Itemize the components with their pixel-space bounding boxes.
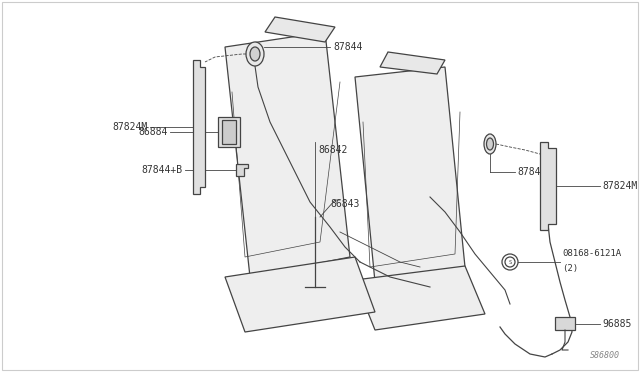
Polygon shape	[555, 317, 575, 330]
Polygon shape	[540, 142, 556, 230]
Polygon shape	[193, 60, 205, 194]
Polygon shape	[218, 117, 240, 147]
Text: 87844+B: 87844+B	[142, 165, 183, 175]
Text: 96885: 96885	[602, 319, 632, 329]
Text: 87824M: 87824M	[113, 122, 148, 132]
Polygon shape	[380, 52, 445, 74]
Ellipse shape	[250, 47, 260, 61]
Text: (2): (2)	[562, 264, 578, 273]
Text: 87844: 87844	[517, 167, 547, 177]
Circle shape	[502, 254, 518, 270]
Circle shape	[505, 257, 515, 267]
Polygon shape	[355, 266, 485, 330]
Polygon shape	[225, 32, 350, 277]
Polygon shape	[225, 257, 375, 332]
Text: S86800: S86800	[590, 351, 620, 360]
Text: 08168-6121A: 08168-6121A	[562, 250, 621, 259]
Text: 87824M: 87824M	[602, 181, 637, 191]
Text: 86842: 86842	[318, 145, 348, 155]
Ellipse shape	[484, 134, 496, 154]
Text: S: S	[508, 260, 511, 264]
Ellipse shape	[246, 42, 264, 66]
Text: 86843: 86843	[330, 199, 360, 209]
Ellipse shape	[486, 138, 493, 150]
Polygon shape	[222, 120, 236, 144]
Polygon shape	[265, 17, 335, 42]
Text: 86884: 86884	[139, 127, 168, 137]
Polygon shape	[355, 67, 465, 282]
Polygon shape	[236, 164, 248, 176]
Text: 87844: 87844	[333, 42, 362, 52]
